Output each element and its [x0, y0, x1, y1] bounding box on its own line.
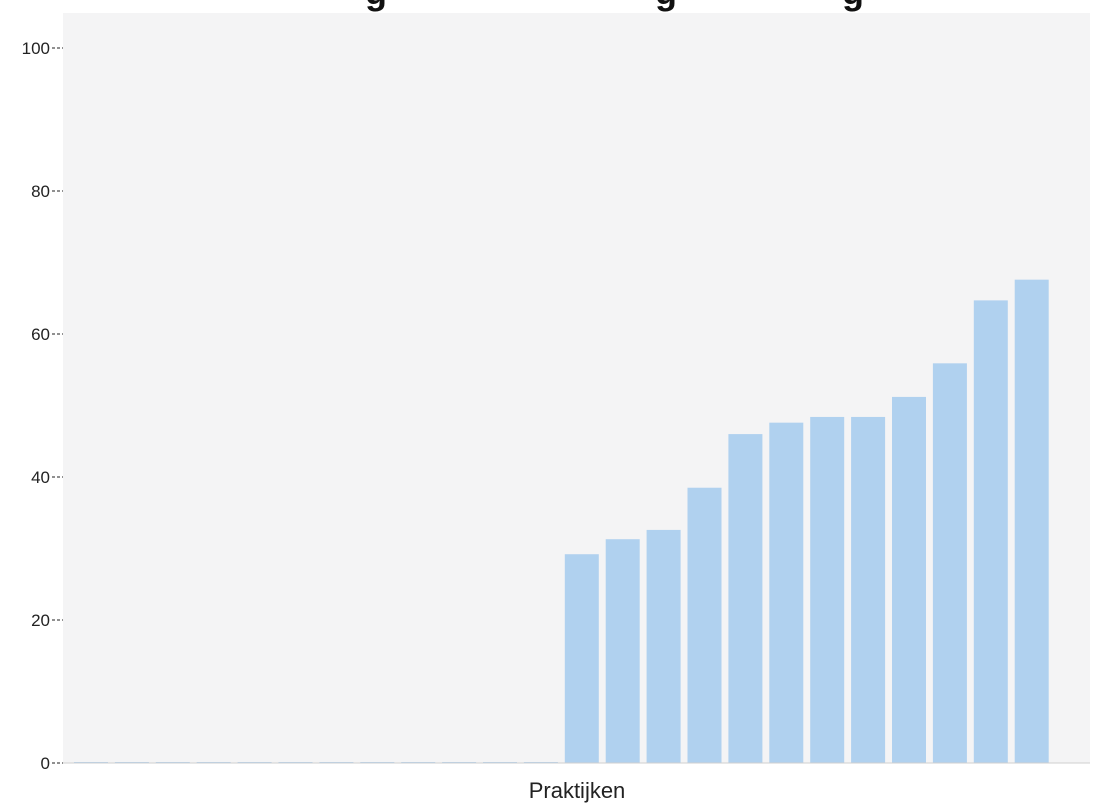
y-tick-label: 60 [31, 325, 50, 344]
bar [728, 434, 763, 763]
bar [687, 487, 722, 763]
y-axis: 0 20 40 60 80 100 [22, 39, 63, 773]
x-axis-title: Praktijken [529, 778, 626, 803]
bar [810, 416, 845, 763]
y-tick-label: 40 [31, 468, 50, 487]
bar [605, 539, 640, 763]
svg-text:g: g [365, 0, 387, 12]
bar [851, 416, 886, 763]
bar [769, 422, 804, 763]
bar [892, 396, 926, 763]
bar [973, 300, 1008, 763]
svg-text:g: g [655, 0, 677, 12]
y-tick-label: 0 [41, 754, 50, 773]
bar [1014, 279, 1049, 763]
svg-text:g: g [842, 0, 864, 12]
y-tick-label: 20 [31, 611, 50, 630]
bar [564, 554, 599, 763]
bars [74, 279, 1049, 763]
bar [932, 363, 967, 763]
y-tick-label: 80 [31, 182, 50, 201]
bar [646, 529, 681, 763]
y-tick-label: 100 [22, 39, 50, 58]
clipped-title-fragment: g g g [365, 0, 864, 12]
